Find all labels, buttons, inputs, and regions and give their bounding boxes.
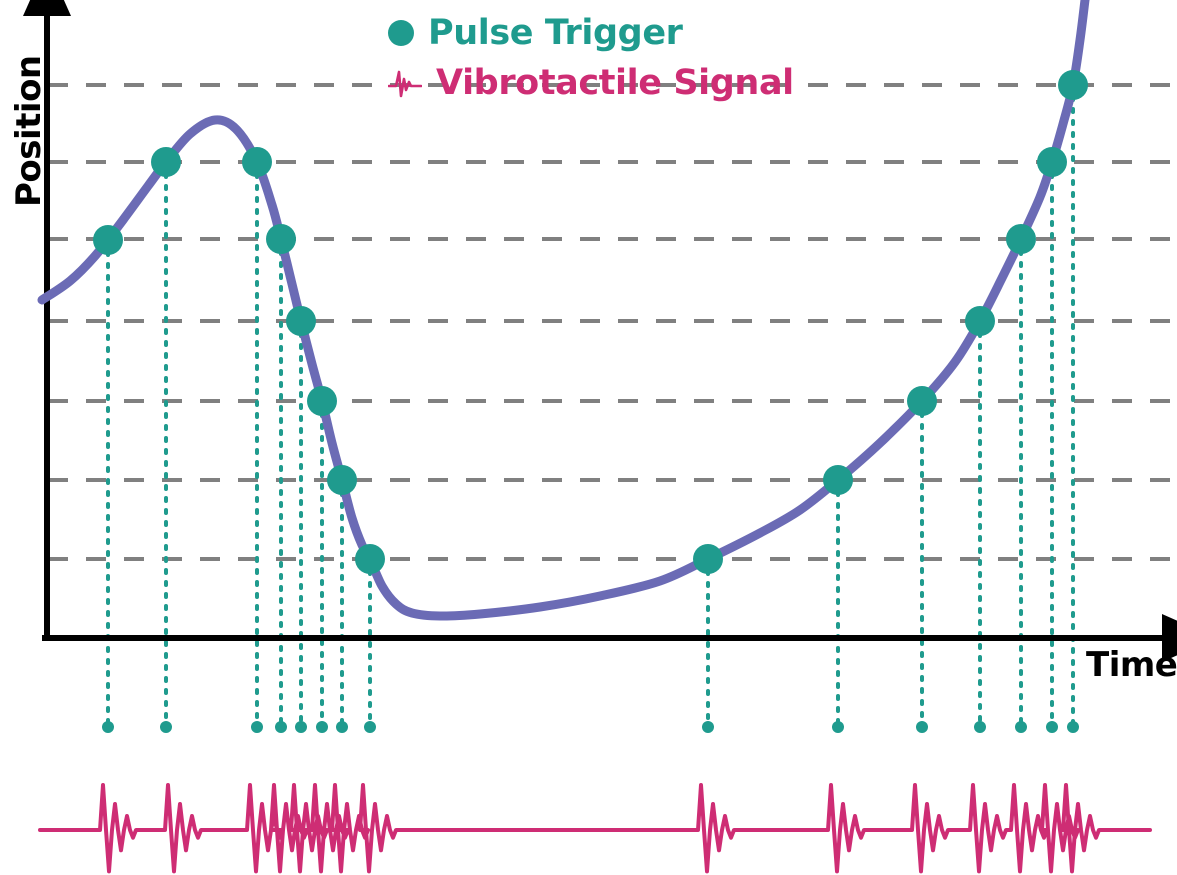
trigger-rail-dot-4: [295, 721, 307, 733]
filled-circle-marker-icon: [388, 20, 414, 46]
pulse-trigger-marker-2: [242, 147, 272, 177]
position-curve: [37, 0, 1090, 621]
pulse-trigger-marker-12: [1006, 224, 1036, 254]
pulse-trigger-markers: [93, 70, 1088, 574]
trigger-rail-dot-7: [364, 721, 376, 733]
pulse-trigger-marker-9: [823, 465, 853, 495]
trigger-rail-dot-6: [336, 721, 348, 733]
trigger-rail-dot-1: [160, 721, 172, 733]
trigger-rail-dot-5: [316, 721, 328, 733]
legend-label-pulse-trigger: Pulse Trigger: [428, 13, 683, 53]
vibrotactile-waveform: [38, 783, 1152, 874]
pulse-trigger-marker-6: [327, 465, 357, 495]
trigger-rail-dot-8: [702, 721, 714, 733]
legend-item-vibrotactile-signal: Vibrotactile Signal: [387, 63, 794, 103]
x-axis-label: Time: [1086, 645, 1177, 685]
pulse-trigger-marker-1: [151, 147, 181, 177]
axes: [23, 0, 1177, 662]
trigger-rail-dot-11: [974, 721, 986, 733]
pulse-trigger-marker-8: [693, 544, 723, 574]
legend-label-vibrotactile-signal: Vibrotactile Signal: [436, 63, 794, 103]
trigger-rail-dot-14: [1067, 721, 1079, 733]
pulse-trigger-marker-10: [907, 386, 937, 416]
pulse-trigger-rail: [102, 721, 1079, 733]
pulse-trigger-marker-14: [1058, 70, 1088, 100]
pulse-trigger-marker-3: [266, 224, 296, 254]
trigger-rail-dot-10: [916, 721, 928, 733]
pulse-trigger-marker-4: [286, 306, 316, 336]
legend-item-pulse-trigger: Pulse Trigger: [388, 13, 683, 53]
trigger-rail-dot-2: [251, 721, 263, 733]
pulse-trigger-marker-0: [93, 225, 123, 255]
pulse-trigger-marker-13: [1037, 147, 1067, 177]
pulse-trigger-marker-11: [965, 306, 995, 336]
trigger-droplines: [106, 83, 1075, 729]
pulse-trigger-marker-7: [355, 544, 385, 574]
trigger-rail-dot-12: [1015, 721, 1027, 733]
y-axis-label: Position: [9, 55, 49, 207]
pulse-trigger-marker-5: [307, 386, 337, 416]
trigger-rail-dot-13: [1046, 721, 1058, 733]
trigger-rail-dot-9: [832, 721, 844, 733]
trigger-rail-dot-0: [102, 721, 114, 733]
trigger-rail-dot-3: [275, 721, 287, 733]
waveform-glyph-icon: [387, 68, 423, 98]
gridlines: [48, 83, 1177, 561]
